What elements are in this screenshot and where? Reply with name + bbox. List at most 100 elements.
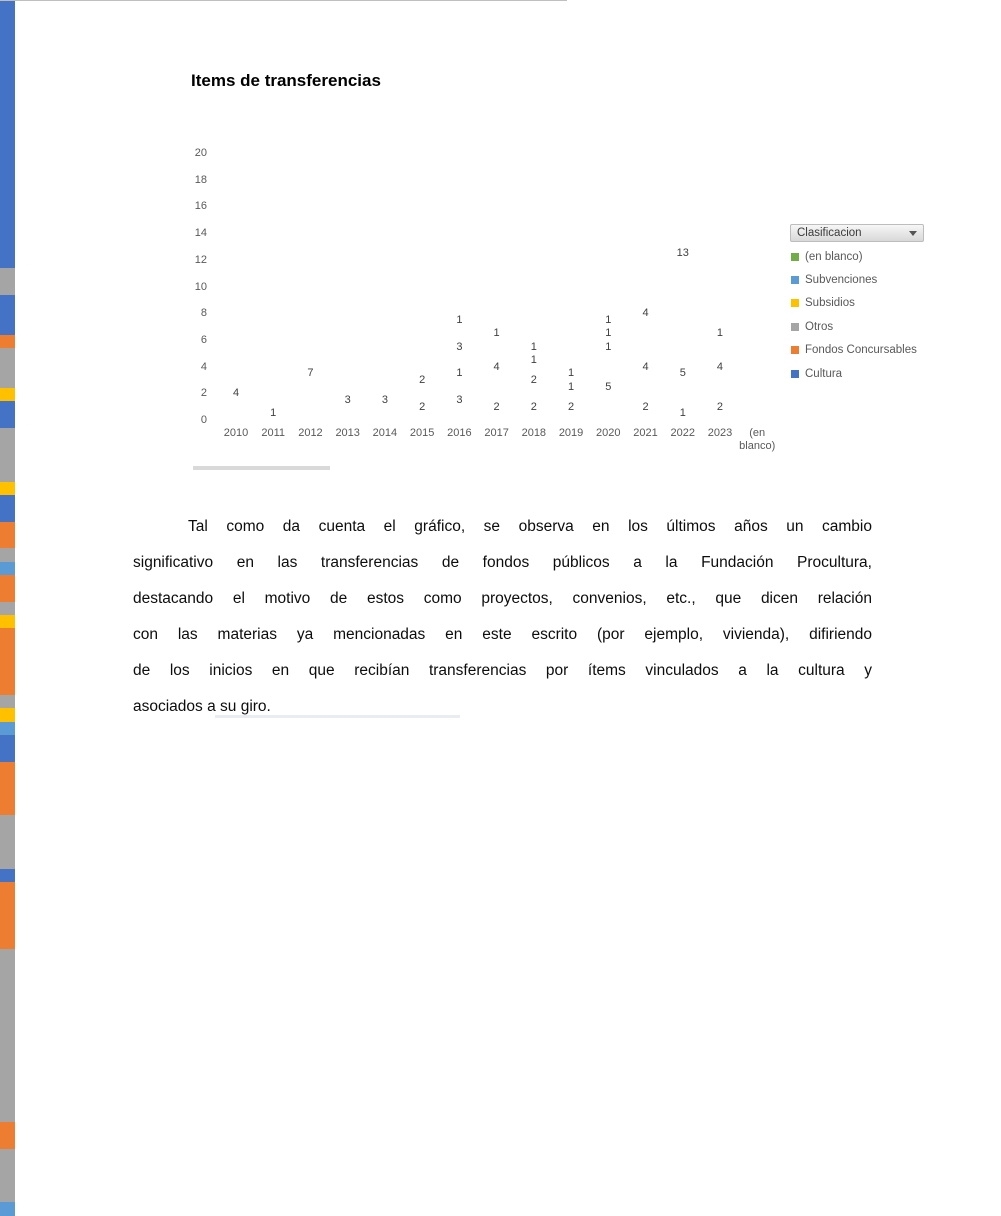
y-axis-tick: 4	[200, 360, 207, 373]
y-axis-tick: 10	[194, 280, 207, 293]
x-axis-label: 2018	[521, 427, 547, 439]
legend-item-label: Subsidios	[805, 297, 855, 310]
legend-item: Cultura	[791, 362, 917, 385]
bar-segment	[0, 294, 15, 335]
faint-divider	[215, 715, 460, 718]
x-axis-label: 2010	[223, 427, 249, 439]
bar-segment	[0, 241, 15, 268]
bar-segment	[0, 1, 15, 55]
legend-swatch-icon	[791, 252, 799, 261]
chart-scrollbar[interactable]	[193, 466, 330, 470]
legend-filter-button[interactable]: Clasificacion	[790, 224, 924, 242]
bar-segment-label: 2	[530, 373, 537, 386]
bar-segment	[0, 334, 15, 349]
legend-item: Otros	[791, 315, 917, 338]
bar-segment-label: 1	[605, 340, 612, 353]
bar-segment-label: 2	[419, 400, 426, 413]
bar-segment-label: 3	[344, 393, 351, 406]
bar-segment-label: 5	[679, 367, 686, 380]
paragraph-line: significativo en las transferencias de f…	[133, 554, 872, 571]
bar-segment	[0, 628, 15, 696]
bar-segment-label: 1	[270, 407, 277, 420]
bar-segment	[0, 267, 15, 295]
paragraph-line: de los inicios en que recibían transfere…	[133, 662, 872, 679]
legend-swatch-icon	[791, 346, 799, 355]
y-axis-tick: 20	[194, 147, 207, 159]
bar-segment	[0, 574, 15, 602]
bar-segment	[0, 815, 15, 869]
bar-segment	[0, 868, 15, 882]
y-axis-tick: 8	[200, 307, 207, 320]
paragraph-line: destacando el motivo de estos como proye…	[133, 590, 872, 607]
legend-item-label: Subvenciones	[805, 274, 878, 287]
bar-segment-label: 1	[568, 367, 575, 380]
bar-segment	[0, 614, 15, 629]
y-axis-tick: 16	[194, 200, 207, 213]
bar-segment-label: 1	[568, 380, 575, 393]
legend-item: Subvenciones	[791, 268, 917, 291]
bar-segment-label: 1	[456, 313, 463, 326]
bar-segment-label: 4	[642, 360, 649, 373]
bar-segment-label: 4	[493, 360, 500, 373]
bar-segment	[0, 67, 15, 162]
x-axis-label: 2012	[298, 427, 323, 439]
legend-item: Subsidios	[791, 292, 917, 315]
bar-segment	[0, 1122, 15, 1149]
bar-segment-label: 1	[456, 367, 463, 380]
bar-segment	[0, 161, 15, 202]
bar-segment	[0, 494, 15, 522]
bar-segment-label: 1	[605, 327, 612, 340]
bar-segment-label: 4	[232, 387, 240, 400]
bar-segment-label: 7	[307, 367, 314, 380]
bar-segment	[0, 388, 15, 402]
x-axis-label: 2017	[484, 427, 509, 439]
x-axis-label: (en blanco)	[739, 427, 776, 452]
y-axis-tick: 2	[200, 387, 207, 400]
bar-segment-label: 1	[679, 407, 686, 420]
legend-item-label: Otros	[805, 320, 834, 333]
legend-swatch-icon	[791, 322, 799, 331]
x-axis-label: 2022	[670, 427, 695, 439]
legend-item-label: Cultura	[805, 367, 843, 380]
bar-segment-label: 3	[456, 340, 463, 353]
bar-segment	[0, 1202, 15, 1216]
bar-segment-label: 13	[676, 247, 689, 260]
bar-segment	[0, 601, 15, 615]
paragraph-line: asociados a su giro.	[133, 698, 271, 715]
bar-segment	[0, 761, 15, 816]
x-axis-label: 2014	[372, 427, 398, 439]
bar-segment-label: 2	[642, 400, 649, 413]
x-axis-label: 2011	[261, 427, 286, 439]
bar-segment	[0, 521, 15, 549]
bar-segment-label: 4	[716, 360, 724, 373]
legend-swatch-icon	[791, 276, 799, 285]
paragraph-line: con las materias ya mencionadas en este …	[133, 626, 872, 643]
bar-segment-label: 1	[716, 327, 724, 340]
bar-segment	[0, 881, 15, 949]
y-axis-tick: 6	[200, 333, 207, 346]
bar-segment-label: 2	[716, 400, 724, 413]
bar-segment	[0, 1148, 15, 1203]
bar-segment-label: 1	[530, 340, 537, 353]
bar-segment	[0, 721, 15, 736]
bar-segment-label: 1	[530, 353, 537, 366]
bar-segment	[0, 548, 15, 562]
x-axis-label: 2020	[596, 427, 621, 439]
document-page: Items de transferencias 0 2 4 6 8 10 12 14 16 18 2…	[0, 0, 924, 1216]
bar-segment	[0, 401, 15, 429]
x-axis-line	[0, 0, 567, 1]
x-axis-label: 2023	[707, 427, 733, 439]
legend-swatch-icon	[791, 299, 799, 308]
legend-item: Fondos Concursables	[791, 339, 917, 362]
bar-segment-label: 3	[381, 393, 388, 406]
bar-segment-label: 5	[605, 380, 612, 393]
filter-button-label: Clasificacion	[797, 227, 862, 239]
bar-segment	[0, 348, 15, 389]
legend-item-label: (en blanco)	[805, 250, 863, 263]
bar-segment-label: 2	[530, 400, 537, 413]
bar-segment-label: 2	[493, 400, 500, 413]
bar-segment	[0, 561, 15, 575]
body-paragraph: Tal como da cuenta el gráfico, se observ…	[133, 509, 872, 725]
x-axis-label: 2019	[558, 427, 584, 439]
bar-segment	[0, 708, 15, 722]
